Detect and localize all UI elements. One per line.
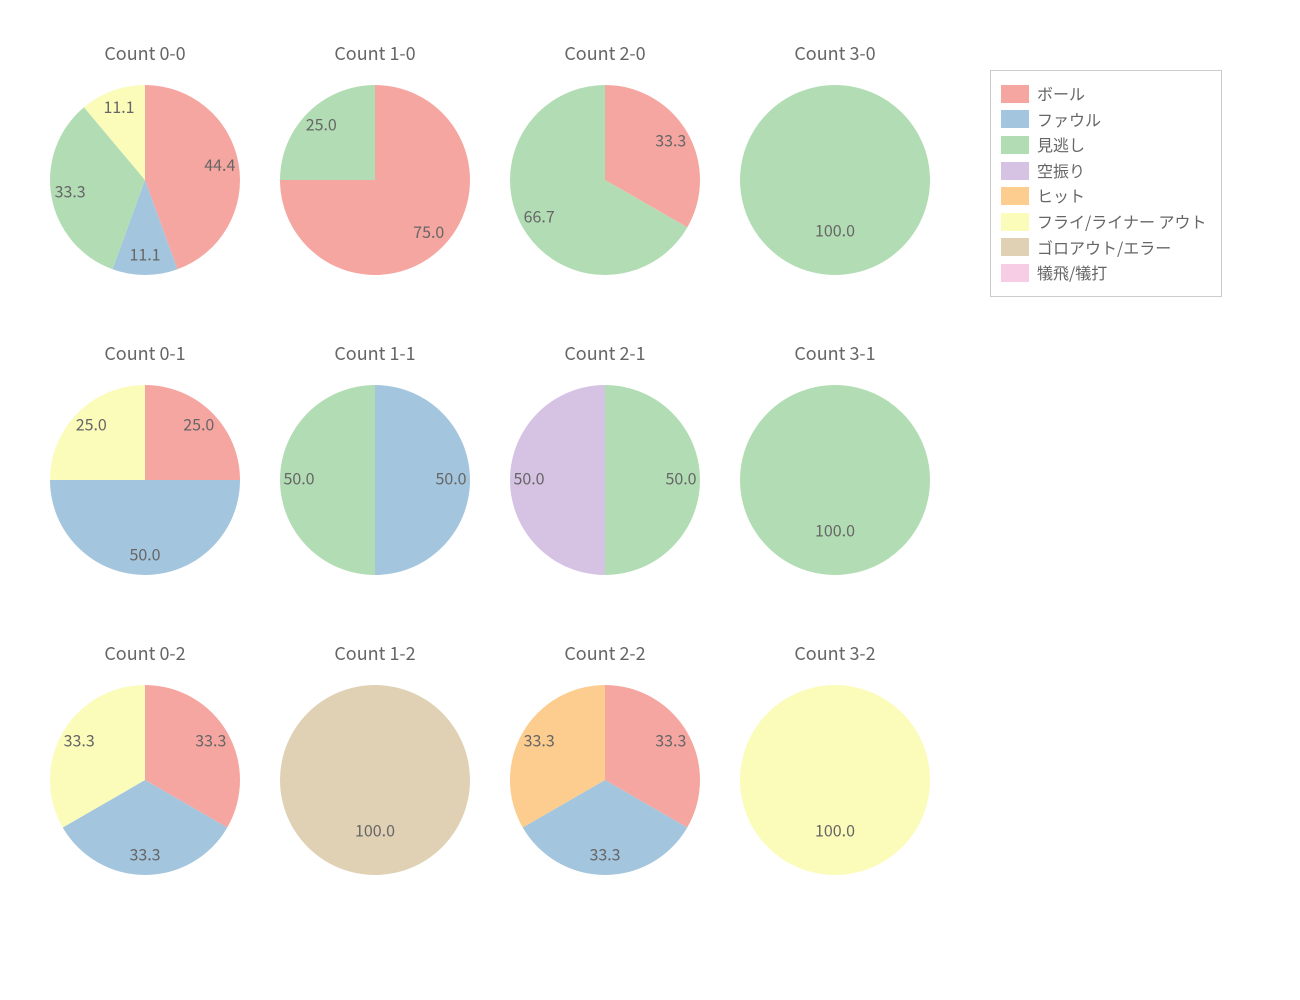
legend-label: 空振り xyxy=(1037,158,1085,184)
pie-chart: 25.0 50.0 25.0 xyxy=(30,365,260,595)
slice-label: 100.0 xyxy=(815,218,855,242)
legend-label: 見逃し xyxy=(1037,132,1085,158)
legend-item: ゴロアウト/エラー xyxy=(1001,235,1207,261)
legend: ボールファウル見逃し空振りヒットフライ/ライナー アウトゴロアウト/エラー犠飛/… xyxy=(990,70,1222,297)
legend-swatch xyxy=(1001,110,1029,128)
legend-swatch xyxy=(1001,238,1029,256)
pie-slice xyxy=(740,685,930,875)
pie-slice xyxy=(280,685,470,875)
legend-swatch xyxy=(1001,213,1029,231)
chart-title: Count 1-0 xyxy=(265,40,485,66)
pie-chart: 33.3 66.7 xyxy=(490,65,720,295)
legend-item: ファウル xyxy=(1001,107,1207,133)
slice-label: 50.0 xyxy=(665,465,696,489)
slice-label: 50.0 xyxy=(513,465,544,489)
slice-label: 33.3 xyxy=(655,127,686,151)
legend-label: ゴロアウト/エラー xyxy=(1037,235,1171,261)
slice-label: 50.0 xyxy=(283,465,314,489)
legend-item: ボール xyxy=(1001,81,1207,107)
chart-title: Count 1-2 xyxy=(265,640,485,666)
slice-label: 33.3 xyxy=(129,841,160,865)
slice-label: 33.3 xyxy=(524,727,555,751)
slice-label: 33.3 xyxy=(195,727,226,751)
pie-chart: 100.0 xyxy=(720,365,950,595)
slice-label: 11.1 xyxy=(129,241,160,265)
chart-title: Count 0-2 xyxy=(35,640,255,666)
chart-title: Count 3-1 xyxy=(725,340,945,366)
pie-chart: 50.0 50.0 xyxy=(490,365,720,595)
pie-chart: 50.0 50.0 xyxy=(260,365,490,595)
slice-label: 33.3 xyxy=(655,727,686,751)
legend-label: ボール xyxy=(1037,81,1085,107)
slice-label: 50.0 xyxy=(129,541,160,565)
slice-label: 33.3 xyxy=(64,727,95,751)
pie-slice xyxy=(740,385,930,575)
chart-title: Count 1-1 xyxy=(265,340,485,366)
legend-swatch xyxy=(1001,136,1029,154)
chart-title: Count 0-0 xyxy=(35,40,255,66)
slice-label: 100.0 xyxy=(815,818,855,842)
slice-label: 25.0 xyxy=(306,112,337,136)
pie-chart: 33.3 33.3 33.3 xyxy=(490,665,720,895)
slice-label: 11.1 xyxy=(103,94,134,118)
legend-label: ファウル xyxy=(1037,107,1101,133)
chart-title: Count 3-2 xyxy=(725,640,945,666)
slice-label: 50.0 xyxy=(435,465,466,489)
pie-chart: 100.0 xyxy=(720,665,950,895)
chart-title: Count 0-1 xyxy=(35,340,255,366)
slice-label: 100.0 xyxy=(355,818,395,842)
legend-item: 空振り xyxy=(1001,158,1207,184)
legend-item: 犠飛/犠打 xyxy=(1001,260,1207,286)
legend-swatch xyxy=(1001,85,1029,103)
legend-item: ヒット xyxy=(1001,183,1207,209)
slice-label: 100.0 xyxy=(815,518,855,542)
pie-chart: 44.4 11.1 33.3 11.1 xyxy=(30,65,260,295)
chart-title: Count 2-2 xyxy=(495,640,715,666)
slice-label: 33.3 xyxy=(589,841,620,865)
slice-label: 33.3 xyxy=(55,179,86,203)
slice-label: 25.0 xyxy=(183,412,214,436)
legend-swatch xyxy=(1001,264,1029,282)
slice-label: 25.0 xyxy=(76,412,107,436)
legend-label: 犠飛/犠打 xyxy=(1037,260,1107,286)
chart-title: Count 2-0 xyxy=(495,40,715,66)
legend-label: フライ/ライナー アウト xyxy=(1037,209,1207,235)
pie-chart: 100.0 xyxy=(720,65,950,295)
legend-item: 見逃し xyxy=(1001,132,1207,158)
legend-label: ヒット xyxy=(1037,183,1085,209)
slice-label: 66.7 xyxy=(524,203,555,227)
chart-grid: Count 0-0 44.4 11.1 33.3 11.1 Count 1-0 75.0 25… xyxy=(0,0,1300,1000)
slice-label: 44.4 xyxy=(204,152,235,176)
legend-swatch xyxy=(1001,162,1029,180)
pie-chart: 75.0 25.0 xyxy=(260,65,490,295)
legend-swatch xyxy=(1001,187,1029,205)
chart-title: Count 3-0 xyxy=(725,40,945,66)
legend-item: フライ/ライナー アウト xyxy=(1001,209,1207,235)
pie-chart: 100.0 xyxy=(260,665,490,895)
pie-slice xyxy=(740,85,930,275)
chart-title: Count 2-1 xyxy=(495,340,715,366)
pie-chart: 33.3 33.3 33.3 xyxy=(30,665,260,895)
slice-label: 75.0 xyxy=(413,219,444,243)
